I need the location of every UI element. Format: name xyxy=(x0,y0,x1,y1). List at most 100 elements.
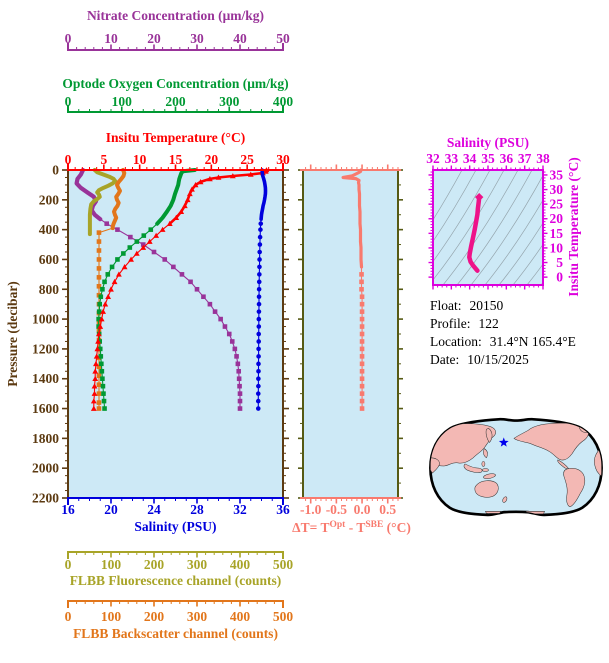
svg-text:1800: 1800 xyxy=(32,431,59,446)
series-fluorescence xyxy=(87,168,118,237)
svg-text:200: 200 xyxy=(144,557,165,572)
svg-text:0: 0 xyxy=(65,557,72,572)
x-axis-salinity: 16 20 24 28 32 36 Salinity (PSU) xyxy=(61,497,290,534)
svg-text:500: 500 xyxy=(273,557,294,572)
ts-curve xyxy=(467,192,484,273)
date-value: 10/15/2025 xyxy=(467,352,529,367)
map-land-borneo xyxy=(482,468,489,472)
metadata-date-row: Date: 10/15/2025 xyxy=(430,351,576,369)
date-label: Date: xyxy=(430,352,460,367)
svg-text:0: 0 xyxy=(65,94,72,109)
svg-text:FLBB Backscatter channel (coun: FLBB Backscatter channel (counts) xyxy=(73,626,278,641)
svg-text:-0.5: -0.5 xyxy=(326,502,348,517)
svg-text:Nitrate Concentration (μm/kg): Nitrate Concentration (μm/kg) xyxy=(87,8,264,23)
svg-text:33: 33 xyxy=(445,151,459,166)
svg-text:Salinity (PSU): Salinity (PSU) xyxy=(447,135,529,150)
map-land-central-america xyxy=(557,459,570,470)
svg-text:10: 10 xyxy=(133,152,147,167)
svg-text:1400: 1400 xyxy=(32,371,59,386)
svg-text:15: 15 xyxy=(169,152,183,167)
svg-text:30: 30 xyxy=(550,182,564,197)
svg-text:25: 25 xyxy=(550,197,564,212)
svg-text:Pressure (decibar): Pressure (decibar) xyxy=(5,281,20,387)
metadata-float-row: Float: 20150 xyxy=(430,297,576,315)
map-land-se-asia xyxy=(463,463,483,473)
map-land-india xyxy=(430,457,440,474)
svg-text:300: 300 xyxy=(219,94,240,109)
delta-t-plot: -1.0 -0.5 0.0 0.5 ΔT= TOpt - TSBE (°C) xyxy=(292,164,411,535)
map-land-kamchatka xyxy=(485,427,493,443)
svg-text:300: 300 xyxy=(187,609,208,624)
svg-text:Salinity (PSU): Salinity (PSU) xyxy=(134,519,216,534)
float-location-star xyxy=(498,437,509,447)
svg-text:100: 100 xyxy=(101,557,122,572)
svg-text:32: 32 xyxy=(426,151,440,166)
svg-text:Optode Oxygen Concentration (μ: Optode Oxygen Concentration (μm/kg) xyxy=(62,76,288,91)
svg-text:FLBB Fluorescence channel (cou: FLBB Fluorescence channel (counts) xyxy=(70,573,282,588)
svg-text:600: 600 xyxy=(39,252,60,267)
svg-text:1200: 1200 xyxy=(32,341,59,356)
svg-text:200: 200 xyxy=(39,192,60,207)
map-land-australia xyxy=(474,480,499,498)
x-axis-backscatter: 0 100 200 300 400 500 FLBB Backscatter channel… xyxy=(65,600,293,641)
svg-text:800: 800 xyxy=(39,282,60,297)
svg-text:400: 400 xyxy=(39,222,60,237)
x-axis-temperature: 0 5 10 15 20 25 30 Insitu Temperature (°C) xyxy=(65,130,290,171)
svg-text:37: 37 xyxy=(518,151,532,166)
float-metadata: Float: 20150 Profile: 122 Location: 31.4°N … xyxy=(430,297,576,369)
svg-text:20: 20 xyxy=(104,502,118,517)
density-contours xyxy=(433,170,543,285)
map-landmasses xyxy=(430,422,602,515)
map-land-japan xyxy=(483,448,488,459)
map-land-new-zealand xyxy=(502,496,508,503)
series-temperature-difference xyxy=(341,168,365,411)
svg-text:300: 300 xyxy=(187,557,208,572)
svg-text:Insitu Temperature (°C): Insitu Temperature (°C) xyxy=(566,157,581,296)
svg-text:24: 24 xyxy=(147,502,161,517)
svg-text:20: 20 xyxy=(550,211,564,226)
svg-text:0: 0 xyxy=(65,609,72,624)
profile-value: 122 xyxy=(478,316,499,331)
svg-text:36: 36 xyxy=(500,151,514,166)
svg-text:35: 35 xyxy=(550,167,564,182)
svg-text:10: 10 xyxy=(550,240,564,255)
svg-text:50: 50 xyxy=(276,31,290,46)
svg-text:38: 38 xyxy=(536,151,550,166)
svg-text:20: 20 xyxy=(205,152,219,167)
svg-text:1600: 1600 xyxy=(32,401,59,416)
svg-text:10: 10 xyxy=(104,31,118,46)
svg-text:100: 100 xyxy=(112,94,133,109)
svg-text:200: 200 xyxy=(144,609,165,624)
svg-text:36: 36 xyxy=(276,502,290,517)
svg-text:5: 5 xyxy=(100,152,107,167)
profile-label: Profile: xyxy=(430,316,471,331)
float-label: Float: xyxy=(430,298,462,313)
metadata-profile-row: Profile: 122 xyxy=(430,315,576,333)
svg-text:15: 15 xyxy=(550,226,564,241)
svg-text:16: 16 xyxy=(61,502,75,517)
svg-text:400: 400 xyxy=(230,609,251,624)
delta-t-axis-title: ΔT= TOpt - TSBE (°C) xyxy=(292,520,411,535)
svg-text:-1.0: -1.0 xyxy=(300,502,322,517)
map-land-antarctica-1 xyxy=(485,511,502,514)
svg-text:30: 30 xyxy=(190,31,204,46)
svg-text:2000: 2000 xyxy=(32,461,59,476)
metadata-location-row: Location: 31.4°N 165.4°E xyxy=(430,333,576,351)
svg-text:0: 0 xyxy=(556,270,563,285)
svg-text:40: 40 xyxy=(233,31,247,46)
series-nitrate xyxy=(74,167,243,411)
svg-text:0: 0 xyxy=(52,163,59,178)
svg-text:25: 25 xyxy=(240,152,254,167)
svg-text:0: 0 xyxy=(65,152,72,167)
svg-text:100: 100 xyxy=(101,609,122,624)
float-value: 20150 xyxy=(469,298,504,313)
location-label: Location: xyxy=(430,334,482,349)
svg-text:Insitu Temperature (°C): Insitu Temperature (°C) xyxy=(106,130,245,145)
world-map xyxy=(429,417,603,517)
svg-text:20: 20 xyxy=(147,31,161,46)
svg-text:35: 35 xyxy=(481,151,495,166)
